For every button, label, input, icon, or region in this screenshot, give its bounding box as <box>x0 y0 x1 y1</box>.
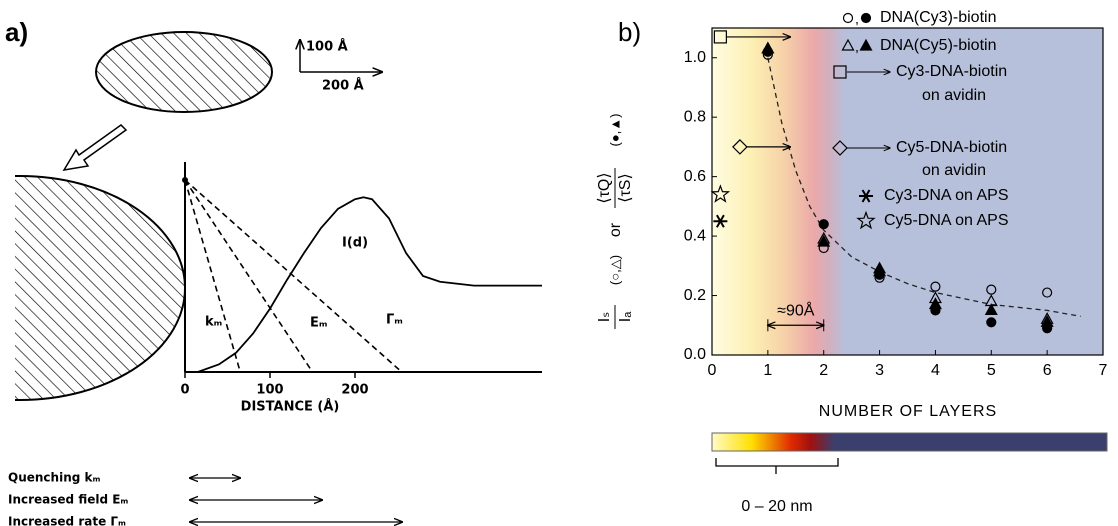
y-label-part: Iₛ <box>596 312 613 322</box>
legend-label: Cy5-DNA on APS <box>884 212 1009 229</box>
x-tick-label: 0 <box>708 362 717 379</box>
x-tick-label: 7 <box>1099 362 1108 379</box>
point <box>986 317 997 328</box>
point <box>1042 287 1053 298</box>
curve <box>184 179 314 373</box>
point <box>832 140 848 156</box>
point <box>833 65 847 79</box>
y-tick-label: 0.6 <box>684 168 706 185</box>
series-label: Eₘ <box>310 316 328 331</box>
x-tick-label: 100 <box>256 383 283 398</box>
x-tick-label: 0 <box>180 383 189 398</box>
point <box>860 12 872 24</box>
plot-background <box>712 28 1103 355</box>
x-tick-label: 200 <box>341 383 368 398</box>
panel-label: a) <box>5 17 28 47</box>
point <box>842 12 854 24</box>
legend-label: on avidin <box>922 87 986 104</box>
y-label-part: or <box>607 222 624 237</box>
colorbar <box>711 432 1108 452</box>
y-label-part: ⟨τS⟩ <box>617 173 634 202</box>
legend-label: DNA(Cy5)-biotin <box>880 37 996 54</box>
x-tick-label: 4 <box>931 362 940 379</box>
annotation-label: ≈90Å <box>777 300 815 319</box>
series-label: Γₘ <box>386 313 403 328</box>
point <box>817 234 831 247</box>
x-tick-label: 5 <box>987 362 996 379</box>
legend-label: Cy5-DNA-biotin <box>896 139 1007 156</box>
legend-label: on avidin <box>922 162 986 179</box>
x-axis-label: NUMBER OF LAYERS <box>819 403 997 420</box>
curve <box>184 179 242 373</box>
x-axis-label: DISTANCE (Å) <box>241 399 340 415</box>
point <box>818 219 829 230</box>
y-label-part: (○,△) <box>607 255 622 285</box>
legend-label: Cy3-DNA-biotin <box>896 63 1007 80</box>
point <box>710 184 731 203</box>
scale-label: 100 Å <box>306 39 348 55</box>
scale-label: 200 Å <box>322 78 364 94</box>
small-ellipse <box>95 31 273 113</box>
legend-sep: , <box>855 11 859 27</box>
y-label-part: Iₐ <box>617 311 634 322</box>
point <box>732 139 748 155</box>
curve <box>197 196 542 373</box>
panel-b: b) NUMBER OF LAYERS 0 – 20 nm Iₛ Iₐ (○,△… <box>596 9 1107 515</box>
legend-label: Quenching kₘ <box>8 471 100 485</box>
y-tick-label: 1.0 <box>684 49 706 66</box>
hollow-arrow <box>62 124 128 172</box>
point <box>713 30 727 44</box>
y-label-part: ⟨τQ⟩ <box>596 172 613 203</box>
point <box>859 38 873 51</box>
point <box>986 284 997 295</box>
x-tick-label: 1 <box>763 362 772 379</box>
point <box>1040 315 1054 327</box>
y-tick-label: 0.0 <box>684 346 706 363</box>
panel-label: b) <box>618 17 641 47</box>
panel-a: a) 100 Å 200 Å DISTANCE (Å) 0 100 200 kₘ Eₘ Γ… <box>5 17 542 526</box>
series-label: kₘ <box>205 315 222 330</box>
point <box>856 210 876 230</box>
legend-label: Cy3-DNA on APS <box>884 187 1009 204</box>
curve <box>184 179 403 373</box>
point <box>984 303 998 316</box>
legend-label: DNA(Cy3)-biotin <box>880 9 996 26</box>
point <box>873 261 887 274</box>
y-tick-label: 0.4 <box>684 227 706 244</box>
point <box>841 38 855 51</box>
y-axis-label: Iₛ Iₐ (○,△) or ⟨τQ⟩ ⟨τS⟩ (●,▲) <box>596 114 634 329</box>
colorbar-label: 0 – 20 nm <box>741 498 812 515</box>
x-tick-label: 6 <box>1043 362 1052 379</box>
colorbar-brace <box>715 458 839 474</box>
point <box>930 281 941 292</box>
legend-sep: , <box>855 39 859 55</box>
series-label: I(d) <box>342 236 368 251</box>
x-tick-label: 2 <box>819 362 828 379</box>
point <box>928 297 942 310</box>
point <box>713 214 728 228</box>
y-tick-label: 0.2 <box>684 287 706 304</box>
y-tick-label: 0.8 <box>684 108 706 125</box>
legend-label: Increased rate Γₘ <box>8 515 126 526</box>
point <box>761 41 775 54</box>
large-ellipse <box>15 175 185 401</box>
x-tick-label: 3 <box>875 362 884 379</box>
origin-dot <box>182 177 188 183</box>
point <box>859 189 873 203</box>
legend-label: Increased field Eₘ <box>8 493 128 507</box>
fit-curve <box>767 57 1081 317</box>
y-label-part: (●,▲) <box>607 114 622 147</box>
